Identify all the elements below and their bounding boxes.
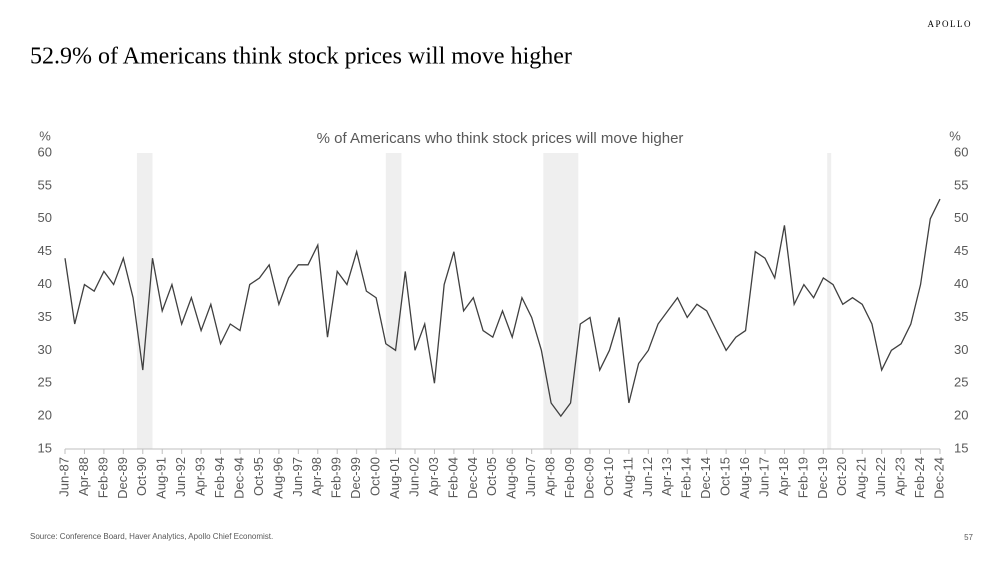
x-tick-label: Feb-14 bbox=[679, 457, 694, 498]
y-tick-label: 15 bbox=[38, 440, 52, 455]
x-tick-label: Jun-92 bbox=[173, 457, 188, 497]
x-tick-label: Apr-98 bbox=[309, 457, 324, 496]
x-tick-label: Oct-10 bbox=[601, 457, 616, 496]
x-tick-label: Oct-00 bbox=[368, 457, 383, 496]
x-tick-label: Jun-17 bbox=[756, 457, 771, 497]
page-number: 57 bbox=[964, 533, 973, 542]
x-tick-label: Aug-91 bbox=[154, 457, 169, 499]
x-tick-label: Feb-09 bbox=[562, 457, 577, 498]
x-tick-label: Feb-24 bbox=[912, 457, 927, 498]
y-tick-label: 55 bbox=[38, 177, 52, 192]
y2-tick-label: 60 bbox=[954, 144, 968, 159]
data-line bbox=[64, 198, 941, 418]
x-tick-label: Dec-94 bbox=[231, 457, 246, 499]
x-tick-label: Dec-24 bbox=[931, 457, 946, 499]
x-tick-label: Dec-14 bbox=[698, 457, 713, 499]
y2-tick-label: 30 bbox=[954, 342, 968, 357]
x-tick-label: Aug-11 bbox=[620, 457, 635, 498]
x-tick-label: Feb-99 bbox=[329, 457, 344, 498]
x-tick-label: Dec-19 bbox=[815, 457, 830, 499]
x-tick-label: Apr-03 bbox=[426, 457, 441, 496]
x-tick-label: Apr-88 bbox=[76, 457, 91, 496]
y2-tick-label: 15 bbox=[954, 440, 968, 455]
x-tick-label: Aug-16 bbox=[737, 457, 752, 499]
x-tick-label: Feb-19 bbox=[795, 457, 810, 498]
y-tick-label: 35 bbox=[38, 309, 52, 324]
x-tick-label: Jun-12 bbox=[640, 457, 655, 497]
y-tick-label: 20 bbox=[38, 408, 52, 423]
x-tick-label: Aug-21 bbox=[854, 457, 869, 499]
shaded-period bbox=[827, 153, 832, 449]
x-tick-label: Oct-95 bbox=[251, 457, 266, 496]
slide-title: 52.9% of Americans think stock prices wi… bbox=[30, 44, 572, 70]
y-tick-label: 30 bbox=[38, 342, 52, 357]
y-tick-label: 40 bbox=[38, 276, 52, 291]
x-tick-label: Apr-18 bbox=[776, 457, 791, 496]
x-tick-label: Aug-96 bbox=[270, 457, 285, 499]
x-tick-label: Apr-13 bbox=[659, 457, 674, 496]
x-tick-label: Feb-04 bbox=[445, 457, 460, 498]
x-tick-label: Dec-99 bbox=[348, 457, 363, 499]
x-tick-label: Oct-05 bbox=[484, 457, 499, 496]
x-tick-label: Apr-23 bbox=[893, 457, 908, 496]
x-tick-label: Apr-93 bbox=[193, 457, 208, 496]
y2-tick-label: 45 bbox=[954, 243, 968, 258]
shaded-period bbox=[136, 153, 153, 449]
x-tick-label: Jun-07 bbox=[523, 457, 538, 497]
y-tick-label: 45 bbox=[38, 243, 52, 258]
shaded-period bbox=[543, 153, 579, 449]
x-tick-label: Jun-22 bbox=[873, 457, 888, 497]
y2-tick-label: 35 bbox=[954, 309, 968, 324]
shaded-period bbox=[385, 153, 402, 449]
y2-tick-label: 55 bbox=[954, 177, 968, 192]
x-tick-label: Oct-20 bbox=[834, 457, 849, 496]
x-tick-label: Dec-09 bbox=[581, 457, 596, 499]
y2-tick-label: 40 bbox=[954, 276, 968, 291]
y2-tick-label: 25 bbox=[954, 375, 968, 390]
x-tick-label: Apr-08 bbox=[543, 457, 558, 496]
x-tick-label: Jun-87 bbox=[56, 457, 71, 497]
x-tick-label: Oct-15 bbox=[718, 457, 733, 496]
y2-axis-label: % bbox=[949, 128, 961, 143]
x-tick-label: Feb-89 bbox=[95, 457, 110, 498]
x-tick-label: Jun-97 bbox=[290, 457, 305, 497]
x-tick-label: Feb-94 bbox=[212, 457, 227, 498]
y2-tick-label: 50 bbox=[954, 210, 968, 225]
chart-title: % of Americans who think stock prices wi… bbox=[317, 130, 684, 147]
x-tick-label: Aug-06 bbox=[504, 457, 519, 499]
y-axis-label: % bbox=[39, 128, 51, 143]
logo: APOLLO bbox=[928, 19, 973, 29]
x-tick-label: Dec-89 bbox=[115, 457, 130, 499]
x-tick-label: Oct-90 bbox=[134, 457, 149, 496]
y-tick-label: 25 bbox=[38, 375, 52, 390]
x-tick-label: Aug-01 bbox=[387, 457, 402, 499]
source: Source: Conference Board, Haver Analytic… bbox=[30, 532, 273, 541]
x-tick-label: Dec-04 bbox=[465, 457, 480, 499]
y-tick-label: 50 bbox=[38, 210, 52, 225]
y-tick-label: 60 bbox=[38, 144, 52, 159]
x-tick-label: Jun-02 bbox=[406, 457, 421, 497]
y2-tick-label: 20 bbox=[954, 408, 968, 423]
